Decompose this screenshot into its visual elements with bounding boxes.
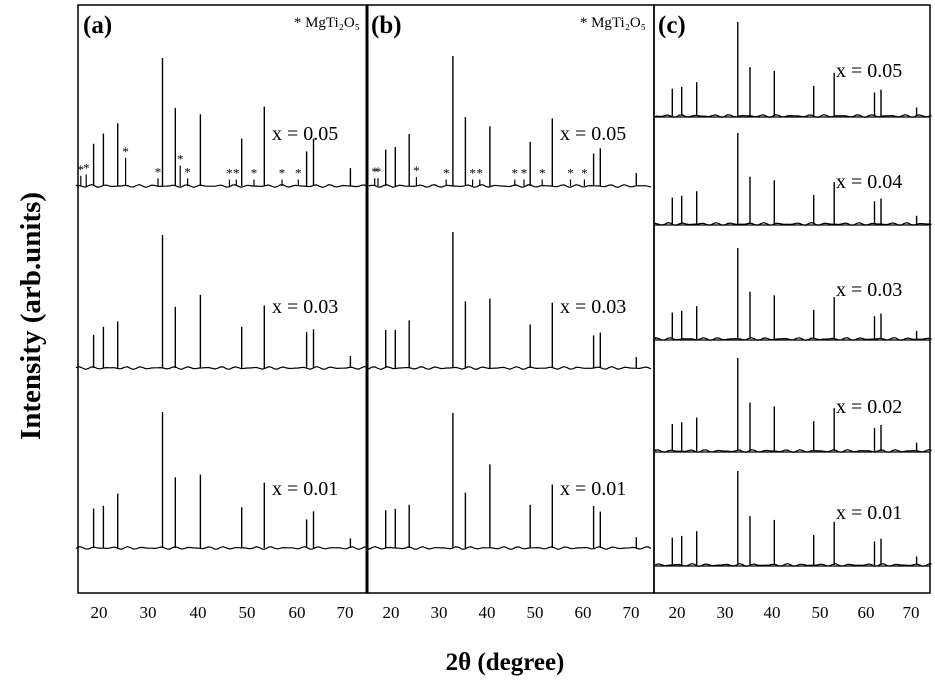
series-label-b-0.03: x = 0.03 <box>560 296 626 318</box>
impurity-asterisk: * <box>413 163 420 178</box>
series-label-a-0.01: x = 0.01 <box>272 478 338 500</box>
baseline-trace <box>368 365 652 371</box>
x-axis-label: 2θ (degree) <box>446 649 565 676</box>
series-label-c-0.02: x = 0.02 <box>836 396 902 418</box>
panel-label-a: (a) <box>83 12 112 39</box>
xrd-patterns: ****** * * * * * ** * * * * * * * * * <box>75 22 932 567</box>
pattern-a-x=0.05: ****** * * * * * <box>75 58 368 189</box>
x-tick-labels-b: 20 30 40 50 60 70 <box>383 603 640 622</box>
pattern-c-x=0.05 <box>655 22 932 119</box>
panel-label-b: (b) <box>371 12 402 39</box>
baseline-trace <box>655 221 932 226</box>
impurity-asterisk: * <box>122 144 129 159</box>
impurity-asterisk: * <box>295 166 302 181</box>
tick-label-a-60: 60 <box>289 603 306 622</box>
impurity-asterisk: * <box>375 164 382 179</box>
panel-label-c: (c) <box>658 12 686 39</box>
series-label-b-0.01: x = 0.01 <box>560 478 626 500</box>
tick-label-c-50: 50 <box>812 603 829 622</box>
tick-label-c-40: 40 <box>764 603 781 622</box>
pattern-c-x=0.04 <box>655 133 932 226</box>
impurity-asterisk: * <box>469 166 476 181</box>
baseline-trace <box>655 562 932 567</box>
tick-label-a-20: 20 <box>91 603 108 622</box>
pattern-c-x=0.01 <box>655 471 932 567</box>
tick-label-b-30: 30 <box>431 603 448 622</box>
impurity-asterisk: * <box>177 152 184 167</box>
impurity-asterisk: * <box>371 164 378 179</box>
y-axis-label: Intensity (arb.units) <box>15 192 47 440</box>
series-label-c-0.01: x = 0.01 <box>836 502 902 524</box>
pattern-b-x=0.03 <box>368 232 652 371</box>
impurity-asterisk: * <box>567 166 574 181</box>
pattern-a-x=0.03 <box>75 235 368 371</box>
tick-label-b-40: 40 <box>479 603 496 622</box>
impurity-asterisk: * <box>477 166 484 181</box>
baseline-trace <box>655 449 932 454</box>
baseline-trace <box>75 183 368 189</box>
tick-label-b-50: 50 <box>527 603 544 622</box>
pattern-a-x=0.01 <box>75 412 368 551</box>
tick-label-b-70: 70 <box>623 603 640 622</box>
tick-label-c-20: 20 <box>669 603 686 622</box>
baseline-trace <box>368 545 652 551</box>
baseline-trace <box>655 337 932 342</box>
x-tick-labels-a: 20 30 40 50 60 70 <box>91 603 354 622</box>
baseline-trace <box>368 184 652 189</box>
tick-label-b-60: 60 <box>575 603 592 622</box>
impurity-asterisk: * <box>226 166 233 181</box>
impurity-asterisk: * <box>78 162 85 177</box>
panel-c-frame <box>653 4 931 594</box>
series-label-a-0.03: x = 0.03 <box>272 296 338 318</box>
tick-label-c-30: 30 <box>717 603 734 622</box>
impurity-asterisk: * <box>155 164 162 179</box>
series-label-c-0.03: x = 0.03 <box>836 279 902 301</box>
impurity-asterisk: * <box>521 166 528 181</box>
impurity-asterisk: * <box>443 166 450 181</box>
legend-mgti2o5-a: * MgTi₂O₅ <box>294 15 360 31</box>
series-label-b-0.05: x = 0.05 <box>560 123 626 145</box>
baseline-trace <box>655 114 932 119</box>
impurity-asterisk: * <box>581 166 588 181</box>
series-label-c-0.05: x = 0.05 <box>836 60 902 82</box>
impurity-asterisk: * <box>539 166 546 181</box>
impurity-asterisk: * <box>279 166 286 181</box>
tick-label-c-70: 70 <box>903 603 920 622</box>
pattern-c-x=0.03 <box>655 248 932 342</box>
tick-label-b-20: 20 <box>383 603 400 622</box>
tick-label-a-30: 30 <box>140 603 157 622</box>
pattern-b-x=0.01 <box>368 413 652 551</box>
baseline-trace <box>75 545 368 551</box>
series-label-c-0.04: x = 0.04 <box>836 171 902 193</box>
legend-mgti2o5-b: * MgTi₂O₅ <box>580 15 646 31</box>
impurity-asterisk: * <box>184 164 191 179</box>
pattern-c-x=0.02 <box>655 358 932 454</box>
x-tick-labels-c: 20 30 40 50 60 70 <box>669 603 920 622</box>
impurity-asterisk: * <box>233 166 240 181</box>
tick-label-a-50: 50 <box>239 603 256 622</box>
impurity-asterisk: * <box>512 166 519 181</box>
tick-label-c-60: 60 <box>858 603 875 622</box>
tick-label-a-70: 70 <box>337 603 354 622</box>
pattern-b-x=0.05: ** * * * * * * * * * <box>368 56 652 189</box>
series-label-a-0.05: x = 0.05 <box>272 123 338 145</box>
tick-label-a-40: 40 <box>190 603 207 622</box>
impurity-asterisk: * <box>251 166 258 181</box>
baseline-trace <box>75 365 368 371</box>
impurity-asterisk: * <box>83 161 90 176</box>
